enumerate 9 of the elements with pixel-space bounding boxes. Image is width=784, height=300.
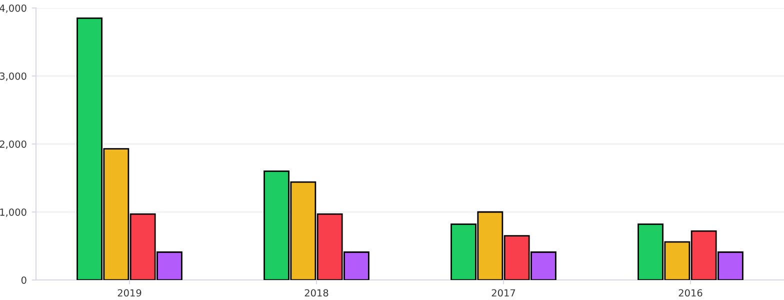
y-tick-label: 2,000 bbox=[0, 140, 26, 149]
x-tick-label: 2019 bbox=[118, 289, 142, 297]
x-tick-label: 2016 bbox=[678, 289, 702, 297]
y-tick-label: 4,000 bbox=[0, 4, 26, 13]
y-tick-label: 3,000 bbox=[0, 72, 26, 81]
y-tick-label: 0 bbox=[21, 276, 26, 284]
x-tick-label: 2017 bbox=[492, 289, 516, 297]
y-tick-label: 1,000 bbox=[0, 208, 26, 217]
x-tick-label: 2018 bbox=[304, 289, 328, 297]
